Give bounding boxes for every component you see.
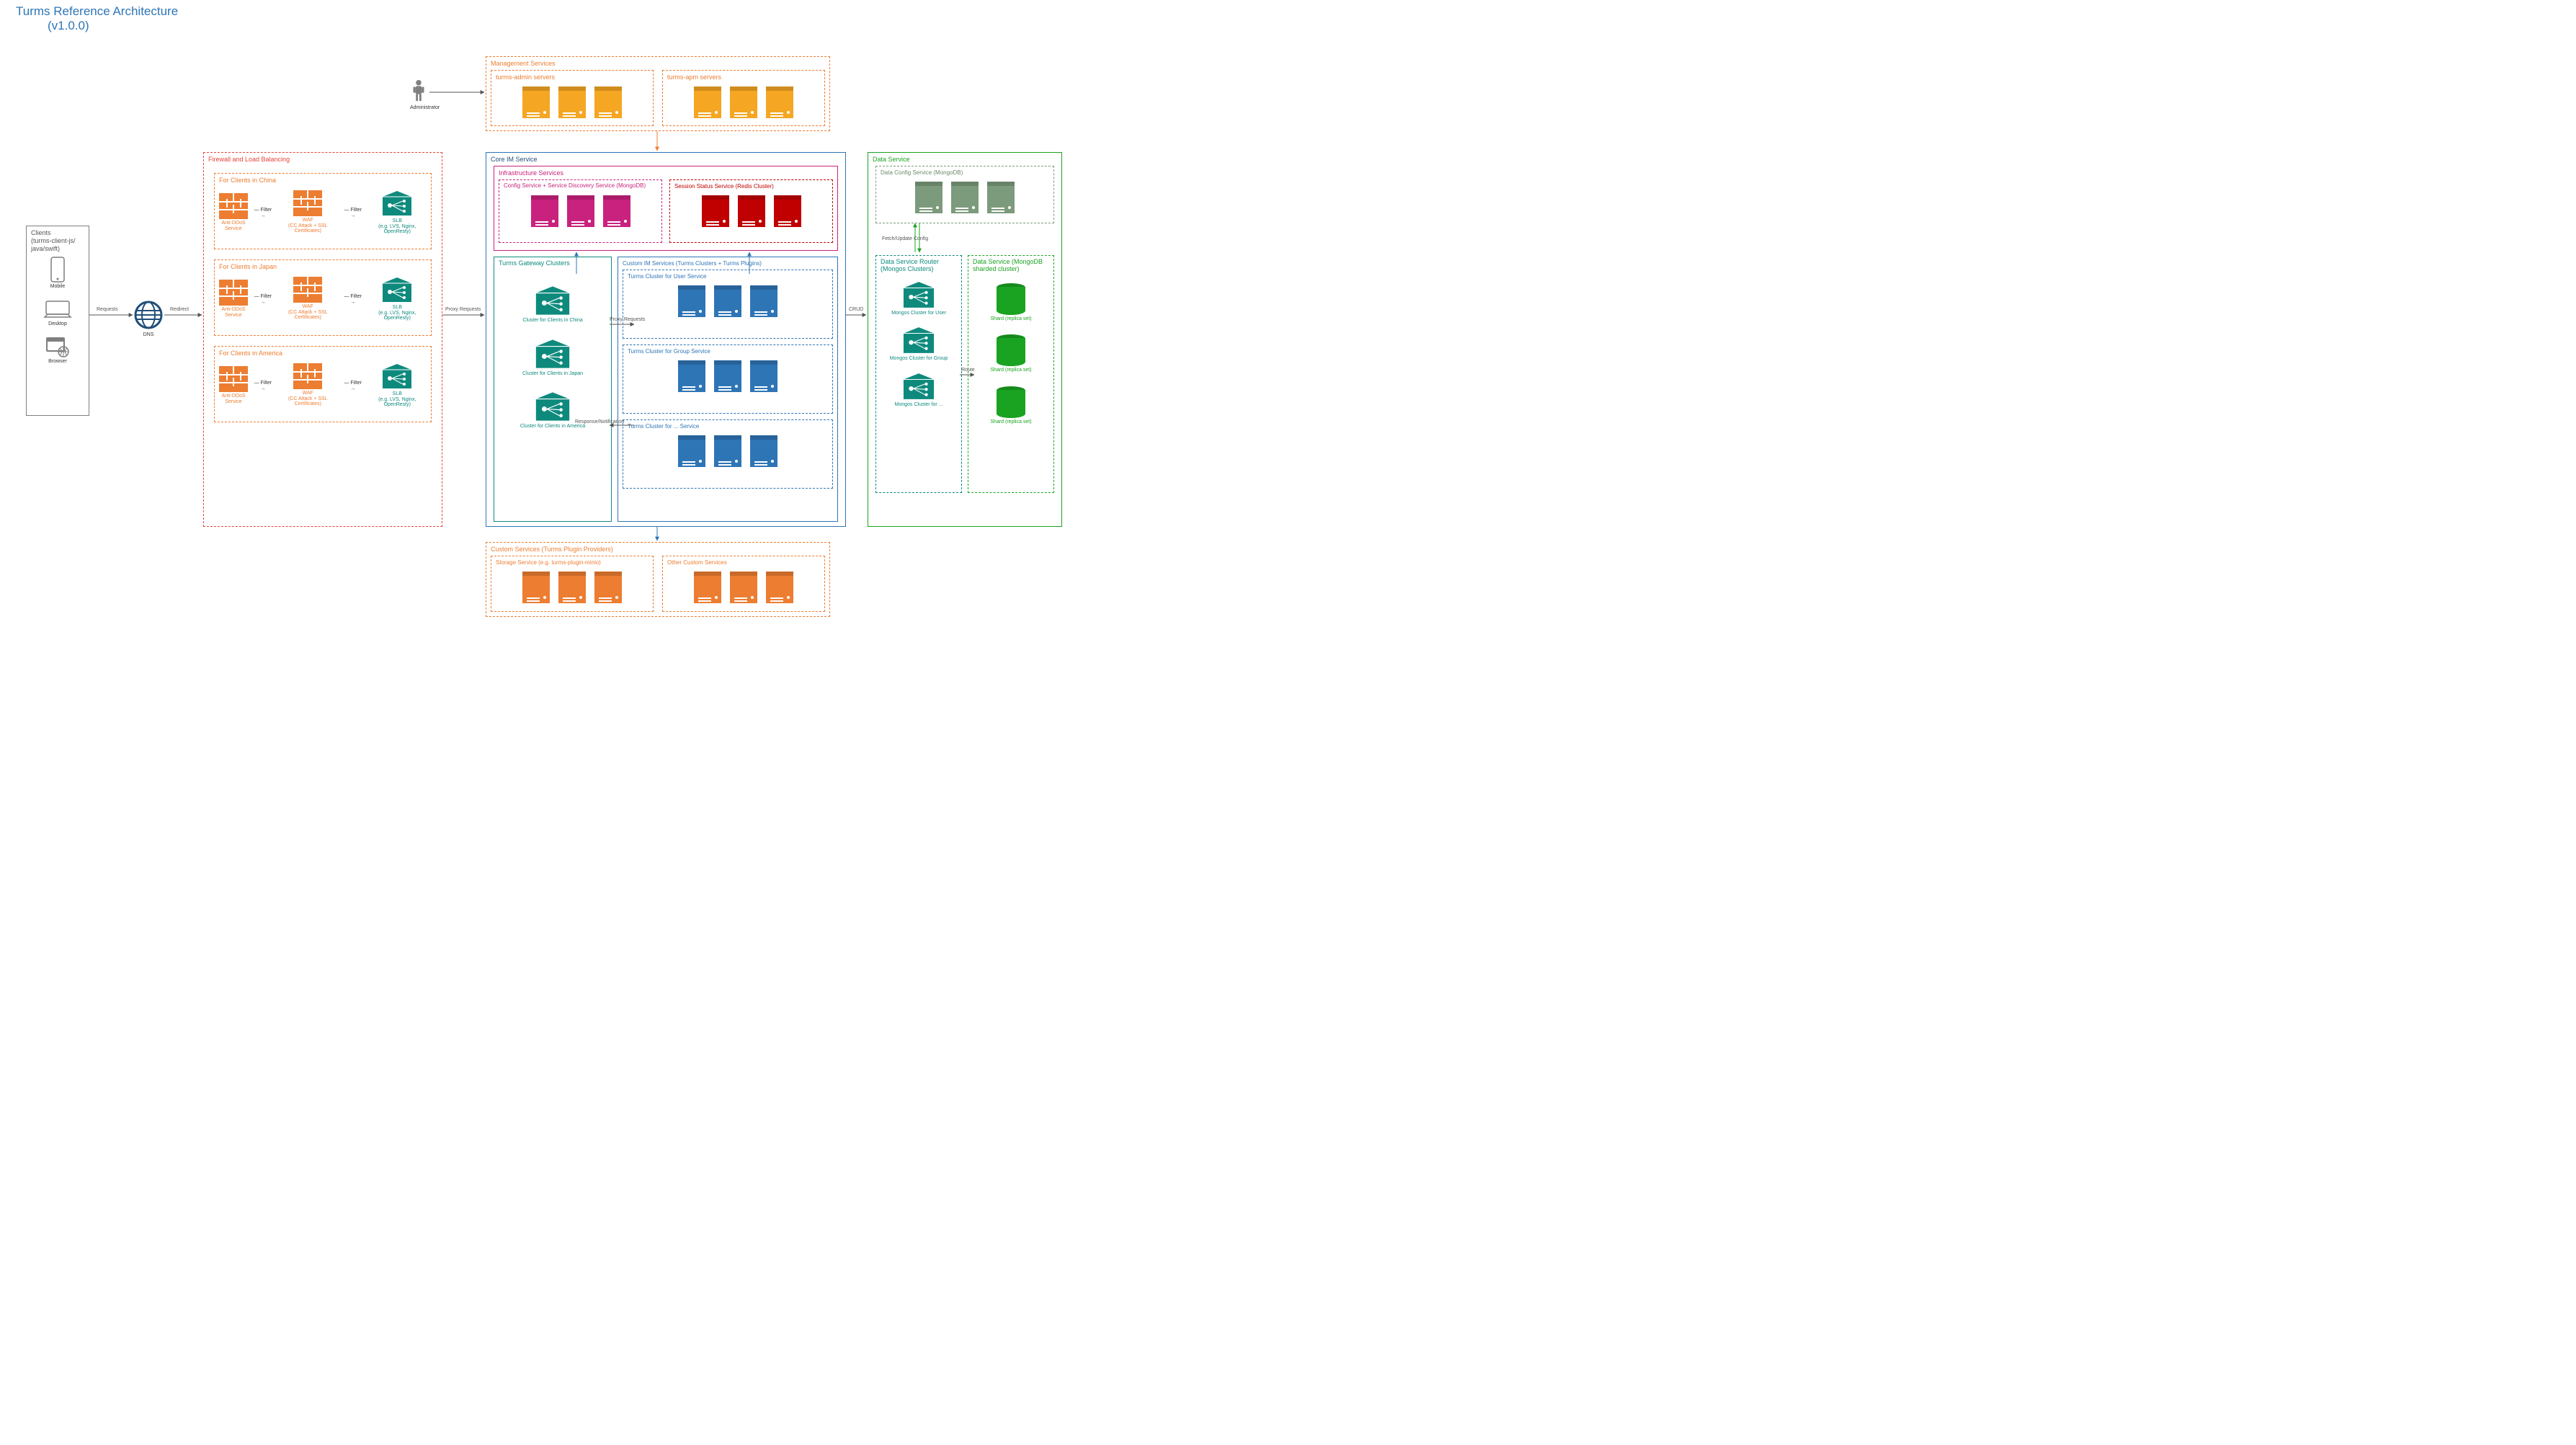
server-icon [694, 572, 721, 603]
turms-cluster-row: Turms Cluster for User Service [623, 270, 833, 339]
gateway-cluster: Cluster for Clients in Japan [522, 338, 583, 377]
mongos-cluster: Mongos Cluster for User [891, 280, 946, 316]
server-icon [714, 435, 741, 467]
custom-services-box: Custom Services (Turms Plugin Providers)… [486, 542, 830, 617]
server-icon [522, 572, 550, 603]
dns-icon: DNS [134, 301, 163, 338]
core-im-box: Core IM Service Infrastructure Services … [486, 152, 846, 527]
server-icon [678, 285, 705, 317]
management-services-box: Management Services turms-admin servers … [486, 56, 830, 131]
administrator-icon: Administrator [410, 79, 427, 111]
label-proxy: Proxy Requests [445, 307, 481, 312]
server-icon [714, 360, 741, 392]
gateway-box: Turms Gateway Clusters Cluster for Clien… [494, 257, 612, 522]
server-icon [558, 86, 586, 118]
client-browser: Browser [45, 336, 71, 365]
server-icon [702, 195, 729, 227]
region-box: For Clients in America Anti-DDoS Service… [214, 346, 432, 422]
architecture-diagram: Turms Reference Architecture (v1.0.0) Ad… [0, 0, 1074, 603]
region-box: For Clients in China Anti-DDoS Service —… [214, 173, 432, 249]
turms-admin-box: turms-admin servers [491, 70, 654, 126]
turms-cluster-row: Turms Cluster for Group Service [623, 344, 833, 414]
server-icon [603, 195, 630, 227]
infra-services-box: Infrastructure Services Config Service +… [494, 166, 838, 251]
client-mobile: Mobile [50, 257, 66, 290]
data-service-box: Data Service Data Config Service (MongoD… [868, 152, 1062, 527]
server-icon [730, 86, 757, 118]
diagram-title: Turms Reference Architecture (v1.0.0) [16, 4, 178, 33]
label-crud: CRUD [849, 307, 863, 312]
label-route: Route [961, 368, 975, 373]
clients-box: Clients (turms-client-js/ java/swift) Mo… [26, 226, 89, 416]
custom-im-box: Custom IM Services (Turms Clusters + Tur… [618, 257, 838, 522]
server-icon [558, 572, 586, 603]
server-icon [678, 360, 705, 392]
label-proxy2: Proxy Requests [610, 317, 645, 322]
server-icon [750, 435, 777, 467]
label-requests: Requests [97, 307, 118, 312]
config-service-box: Config Service + Service Discovery Servi… [499, 179, 662, 243]
server-icon [694, 86, 721, 118]
server-icon [766, 572, 793, 603]
region-box: For Clients in Japan Anti-DDoS Service —… [214, 259, 432, 336]
server-icon [750, 360, 777, 392]
shard-box: Data Service (MongoDB sharded cluster) S… [968, 255, 1054, 493]
mongos-cluster: Mongos Cluster for ... [895, 372, 943, 408]
server-icon [567, 195, 594, 227]
server-icon [750, 285, 777, 317]
router-box: Data Service Router (Mongos Clusters) Mo… [875, 255, 962, 493]
server-icon [730, 572, 757, 603]
turms-apm-box: turms-apm servers [662, 70, 825, 126]
label-response: Response/Notification [575, 419, 624, 424]
server-icon [774, 195, 801, 227]
server-icon [522, 86, 550, 118]
server-icon [678, 435, 705, 467]
label-fetch: Fetch/Update Config [882, 236, 928, 241]
mongos-cluster: Mongos Cluster for Group [890, 326, 948, 362]
label-redirect: Redirect [170, 307, 189, 312]
client-desktop: Desktop [43, 298, 72, 327]
server-icon [594, 572, 622, 603]
session-service-box: Session Status Service (Redis Cluster) [669, 179, 833, 243]
server-icon [987, 182, 1015, 213]
server-icon [766, 86, 793, 118]
server-icon [594, 86, 622, 118]
shard-cylinder: Shard (replica set) [990, 386, 1031, 425]
shard-cylinder: Shard (replica set) [990, 283, 1031, 322]
server-icon [915, 182, 942, 213]
server-icon [714, 285, 741, 317]
server-icon [738, 195, 765, 227]
data-config-box: Data Config Service (MongoDB) [875, 166, 1054, 223]
other-services-box: Other Custom Services [662, 556, 825, 612]
firewall-lb-box: Firewall and Load Balancing For Clients … [203, 152, 442, 527]
turms-cluster-row: Turms Cluster for ... Service [623, 419, 833, 489]
storage-service-box: Storage Service (e.g. turms-plugin-minio… [491, 556, 654, 612]
gateway-cluster: Cluster for Clients in China [522, 285, 582, 324]
shard-cylinder: Shard (replica set) [990, 334, 1031, 373]
server-icon [531, 195, 558, 227]
server-icon [951, 182, 979, 213]
